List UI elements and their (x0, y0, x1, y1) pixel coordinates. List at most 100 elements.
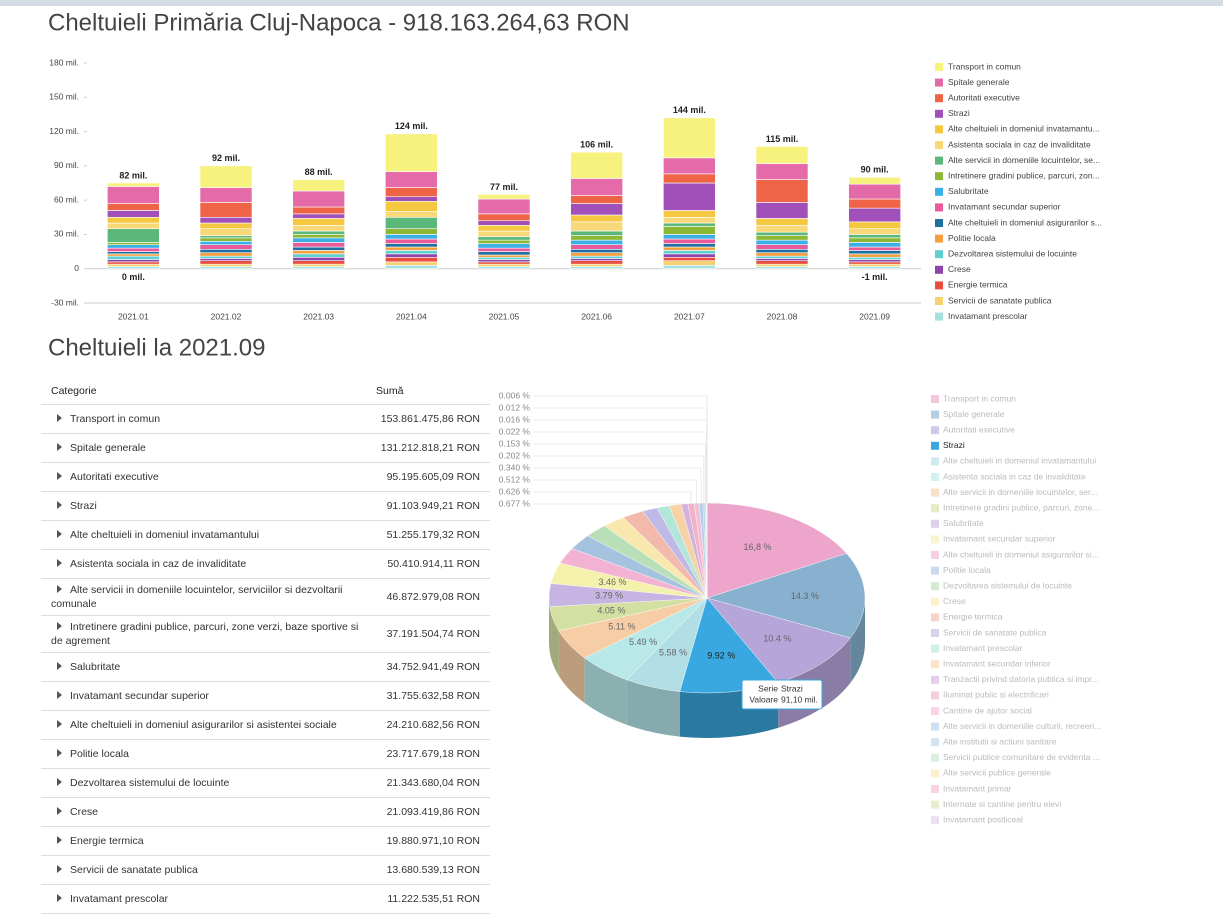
table-row[interactable]: Invatamant secundar superior 31.755.632,5… (41, 682, 490, 711)
category-cell: Servicii de sanatate publica (41, 859, 376, 881)
slice-label: 0.012 % (499, 402, 531, 412)
bar-segment (477, 251, 531, 256)
legend-label: Dezvoltarea sistemului de locuinte (948, 248, 1077, 258)
bar-segment (385, 256, 438, 263)
legend-swatch (931, 597, 939, 606)
bar-segment (755, 244, 809, 250)
expand-icon[interactable] (57, 622, 62, 630)
legend-label: Tranzactii privind datoria publica si im… (943, 674, 1099, 684)
legend-label: Servicii de sanatate publica (943, 627, 1047, 637)
legend-swatch (935, 312, 943, 321)
legend-swatch (935, 94, 943, 103)
table-row[interactable]: Alte servicii in domeniile locuintelor, … (41, 579, 490, 616)
expand-icon[interactable] (57, 749, 62, 757)
category-cell: Invatamant prescolar (41, 888, 376, 910)
x-tick-label: 2021.03 (303, 311, 334, 321)
legend-label: Strazi (948, 108, 970, 118)
expand-icon[interactable] (57, 559, 62, 567)
legend-swatch (935, 187, 943, 196)
legend-swatch (935, 265, 943, 274)
bar-segment (107, 251, 160, 255)
expand-icon[interactable] (57, 662, 62, 670)
amount-cell: 13.680.539,13 RON (386, 864, 480, 876)
table-row[interactable]: Servicii de sanatate publica 13.680.539,1… (41, 856, 490, 885)
bar-segment (570, 252, 623, 257)
bar-segment (292, 253, 345, 258)
table-row[interactable]: Invatamant prescolar 11.222.535,51 RON (41, 885, 490, 914)
y-tick-label: -30 mil. (51, 297, 79, 307)
expand-icon[interactable] (57, 443, 62, 451)
category-text: Alte cheltuieli in domeniul invatamantul… (70, 529, 260, 541)
table-row[interactable]: Crese 21.093.419,86 RON (41, 798, 490, 827)
expand-icon[interactable] (57, 691, 62, 699)
table-row[interactable]: Alte cheltuieli in domeniul asigurarilor… (41, 711, 490, 740)
amount-cell: 21.343.680,04 RON (386, 777, 480, 789)
bar-segment (663, 182, 716, 211)
table-row[interactable]: Intretinere gradini publice, parcuri, zo… (41, 616, 490, 653)
bar-segment (199, 165, 253, 188)
expand-icon[interactable] (57, 894, 62, 902)
category-text: Asistenta sociala in caz de invaliditate (70, 558, 247, 570)
bar-segment (385, 234, 438, 240)
column-header[interactable]: Sumă (376, 384, 404, 397)
legend-label: Salubritate (943, 518, 984, 528)
legend-label: Intretinere gradini publice, parcuri, zo… (943, 502, 1099, 512)
expand-icon[interactable] (57, 414, 62, 422)
column-header[interactable]: Categorie (51, 384, 97, 397)
expand-icon[interactable] (57, 501, 62, 509)
table-row[interactable]: Politie locala 23.717.679,18 RON (41, 740, 490, 769)
table-row[interactable]: Alte cheltuieli in domeniul invatamantul… (41, 521, 490, 550)
expand-icon[interactable] (57, 472, 62, 480)
legend-label: Transport in comun (948, 61, 1021, 71)
bar-segment (292, 218, 345, 226)
expand-icon[interactable] (57, 836, 62, 844)
table-row[interactable]: Transport in comun 153.861.475,86 RON (41, 405, 490, 434)
bar-segment (107, 242, 160, 246)
table-row[interactable]: Strazi 91.103.949,21 RON (41, 492, 490, 521)
slice-label: 9.92 % (707, 651, 735, 661)
amount-cell: 31.755.632,58 RON (386, 690, 480, 702)
legend-label: Dezvoltarea sistemului de locuinte (943, 580, 1072, 590)
bar-segment (477, 259, 531, 263)
legend-swatch (931, 566, 939, 575)
total-label: 144 mil. (673, 105, 706, 115)
leader-line (533, 491, 692, 504)
bar-segment (570, 266, 623, 270)
bar-segment (848, 207, 901, 223)
expand-icon[interactable] (57, 585, 62, 593)
table-row[interactable]: Dezvoltarea sistemului de locuinte 21.343… (41, 769, 490, 798)
bar-segment (663, 157, 716, 175)
table-row[interactable]: Salubritate 34.752.941,49 RON (41, 653, 490, 682)
bar-segment (755, 202, 809, 219)
expand-icon[interactable] (57, 530, 62, 538)
table-row[interactable]: Spitale generale 131.212.818,21 RON (41, 434, 490, 463)
category-text: Strazi (70, 500, 97, 512)
slice-side (549, 598, 550, 652)
expand-icon[interactable] (57, 865, 62, 873)
bar-segment (385, 133, 438, 172)
expand-icon[interactable] (57, 807, 62, 815)
bar-segment (848, 198, 901, 209)
amount-cell: 95.195.605,09 RON (386, 471, 480, 483)
table-row[interactable]: Energie termica 19.880.971,10 RON (41, 827, 490, 856)
category-text: Alte servicii in domeniile locuintelor, … (51, 584, 343, 610)
bar-segment (848, 234, 901, 239)
legend-swatch (935, 78, 943, 87)
leader-line (533, 479, 698, 504)
bar-segment (292, 237, 345, 243)
expand-icon[interactable] (57, 778, 62, 786)
bar-segment (107, 216, 160, 224)
table-row[interactable]: Autoritati executive 95.195.605,09 RON (41, 463, 490, 492)
bar-segment (107, 186, 160, 204)
table-row[interactable]: Asistenta sociala in caz de invaliditate… (41, 550, 490, 579)
amount-cell: 50.410.914,11 RON (387, 558, 480, 570)
bar-segment (199, 260, 253, 265)
charts: Cheltuieli Primăria Cluj-Napoca - 918.16… (48, 9, 1102, 824)
legend-label: Alte servicii publice generale (943, 768, 1051, 778)
expand-icon[interactable] (57, 720, 62, 728)
bar-segment (385, 171, 438, 188)
category-text: Crese (70, 806, 99, 818)
legend-swatch (935, 250, 943, 259)
bar-segment (570, 248, 623, 254)
